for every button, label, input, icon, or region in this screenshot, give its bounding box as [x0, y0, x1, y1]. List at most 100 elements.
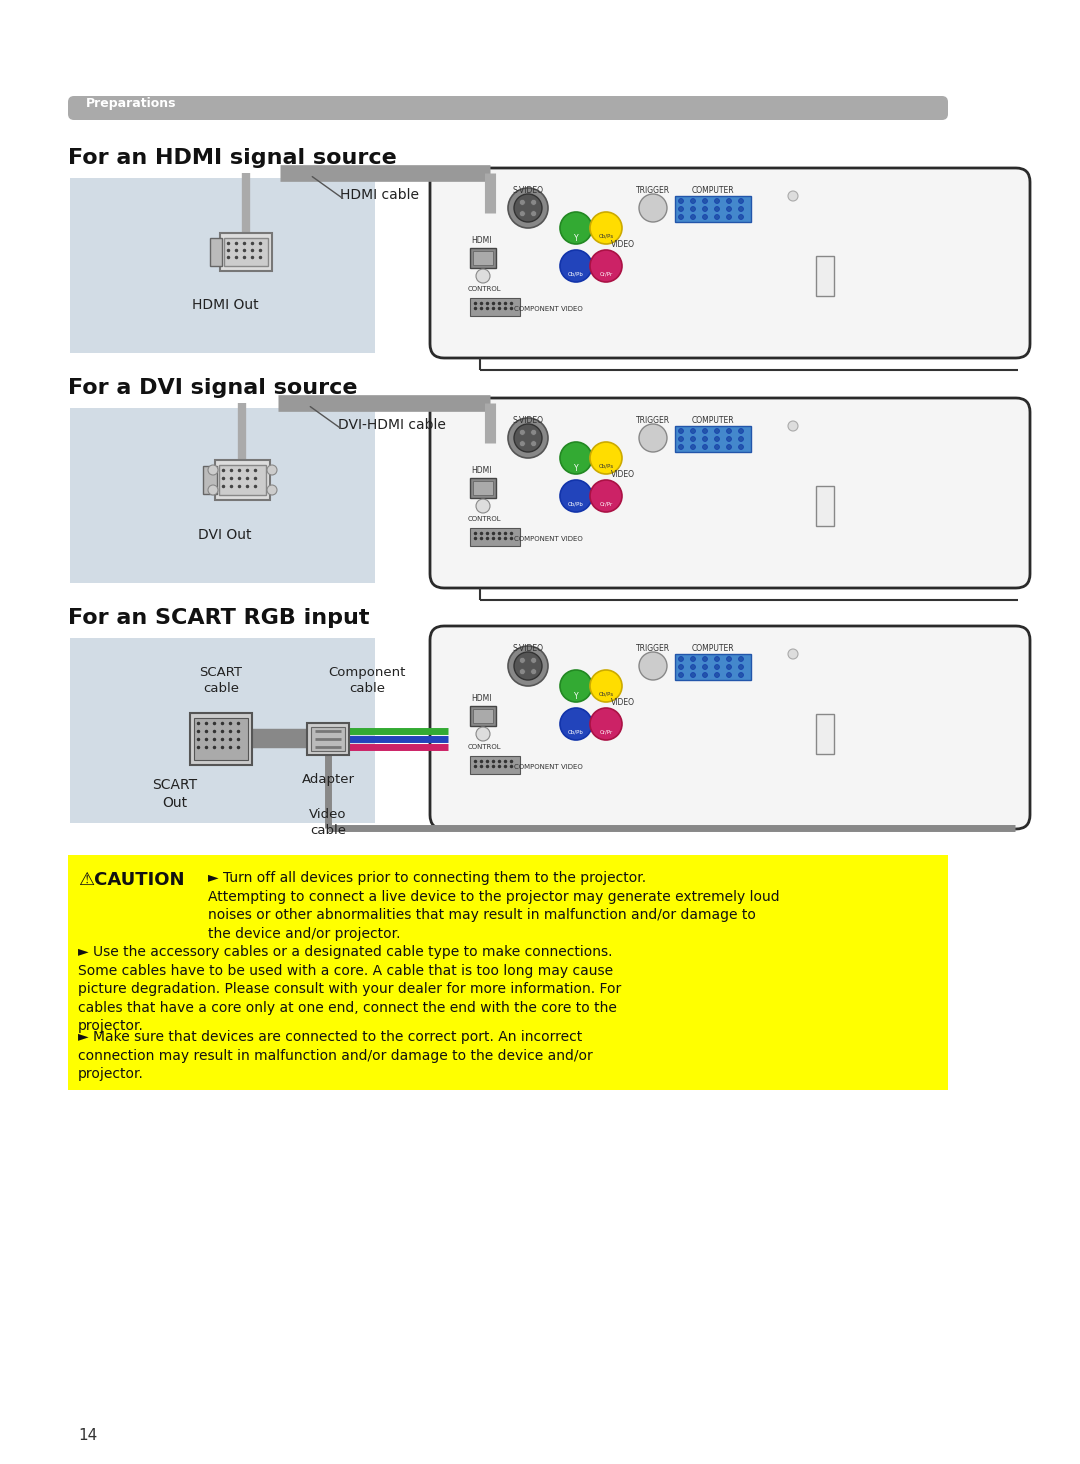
Circle shape — [678, 445, 684, 449]
Circle shape — [702, 215, 707, 220]
Text: VIDEO: VIDEO — [611, 698, 635, 707]
Text: ► Turn off all devices prior to connecting them to the projector.
Attempting to : ► Turn off all devices prior to connecti… — [208, 871, 780, 941]
Text: Cr/Pr: Cr/Pr — [599, 272, 612, 277]
Text: HDMI: HDMI — [472, 236, 492, 244]
Text: Cb/Ps: Cb/Ps — [598, 692, 613, 697]
Text: COMPUTER: COMPUTER — [691, 416, 734, 425]
Text: Video
cable: Video cable — [309, 808, 347, 837]
Circle shape — [519, 429, 525, 435]
Circle shape — [208, 485, 218, 495]
Bar — [675, 426, 751, 452]
Circle shape — [702, 665, 707, 669]
Text: COMPONENT VIDEO: COMPONENT VIDEO — [514, 536, 582, 542]
Bar — [215, 460, 270, 501]
Circle shape — [690, 199, 696, 203]
Circle shape — [788, 649, 798, 659]
Bar — [224, 239, 268, 266]
Circle shape — [739, 665, 743, 669]
Text: Adapter: Adapter — [301, 773, 354, 786]
Text: TRIGGER: TRIGGER — [636, 416, 670, 425]
Bar — [473, 482, 492, 495]
Bar — [203, 466, 217, 493]
Bar — [816, 714, 834, 754]
Text: Y: Y — [573, 464, 578, 473]
Circle shape — [590, 709, 622, 739]
Circle shape — [530, 669, 537, 675]
Text: ⚠CAUTION: ⚠CAUTION — [78, 871, 185, 889]
Circle shape — [519, 657, 525, 663]
Text: Cb/Ps: Cb/Ps — [598, 464, 613, 468]
Circle shape — [690, 656, 696, 662]
Circle shape — [715, 672, 719, 678]
Bar — [190, 713, 252, 766]
Circle shape — [690, 429, 696, 433]
Circle shape — [678, 672, 684, 678]
Text: ► Use the accessory cables or a designated cable type to make connections.
Some : ► Use the accessory cables or a designat… — [78, 944, 621, 1034]
Circle shape — [690, 206, 696, 211]
Circle shape — [727, 429, 731, 433]
Text: Cr/Pr: Cr/Pr — [599, 731, 612, 735]
Text: ► Make sure that devices are connected to the correct port. An incorrect
connect: ► Make sure that devices are connected t… — [78, 1031, 593, 1082]
Text: SCART
Out: SCART Out — [152, 777, 198, 811]
Circle shape — [727, 445, 731, 449]
Bar — [70, 638, 375, 823]
Circle shape — [788, 190, 798, 201]
Text: Cb/Pb: Cb/Pb — [568, 502, 584, 507]
Circle shape — [519, 199, 525, 205]
Circle shape — [561, 671, 592, 703]
Bar — [675, 654, 751, 679]
Circle shape — [267, 466, 276, 474]
Circle shape — [514, 425, 542, 452]
Bar — [194, 717, 248, 760]
Bar — [68, 855, 948, 1091]
Circle shape — [476, 728, 490, 741]
Circle shape — [727, 665, 731, 669]
Circle shape — [715, 665, 719, 669]
Circle shape — [702, 429, 707, 433]
Bar — [470, 706, 496, 726]
Text: HDMI: HDMI — [472, 694, 492, 703]
Text: S-VIDEO: S-VIDEO — [513, 644, 543, 653]
FancyBboxPatch shape — [430, 398, 1030, 589]
Text: HDMI cable: HDMI cable — [340, 187, 419, 202]
Text: Cb/Pb: Cb/Pb — [568, 272, 584, 277]
Bar — [70, 408, 375, 583]
Circle shape — [561, 250, 592, 283]
Text: For a DVI signal source: For a DVI signal source — [68, 378, 357, 398]
Text: COMPUTER: COMPUTER — [691, 186, 734, 195]
Text: COMPUTER: COMPUTER — [691, 644, 734, 653]
Circle shape — [678, 206, 684, 211]
Circle shape — [519, 669, 525, 675]
Text: CONTROL: CONTROL — [468, 515, 501, 523]
Circle shape — [739, 429, 743, 433]
Circle shape — [715, 656, 719, 662]
Bar — [219, 466, 266, 495]
Text: Preparations: Preparations — [86, 97, 176, 110]
Circle shape — [508, 419, 548, 458]
Circle shape — [702, 206, 707, 211]
Circle shape — [727, 206, 731, 211]
Circle shape — [639, 195, 667, 223]
Circle shape — [561, 480, 592, 512]
Circle shape — [678, 656, 684, 662]
Circle shape — [590, 212, 622, 244]
FancyBboxPatch shape — [430, 168, 1030, 359]
Circle shape — [788, 422, 798, 430]
Text: SCART
cable: SCART cable — [200, 666, 243, 695]
Circle shape — [702, 445, 707, 449]
Text: VIDEO: VIDEO — [611, 470, 635, 479]
Circle shape — [690, 215, 696, 220]
Text: For an SCART RGB input: For an SCART RGB input — [68, 608, 369, 628]
Circle shape — [715, 445, 719, 449]
Text: Y: Y — [573, 234, 578, 243]
Circle shape — [715, 206, 719, 211]
Circle shape — [561, 442, 592, 474]
Circle shape — [561, 212, 592, 244]
Bar — [470, 755, 519, 774]
Text: Cb/Pb: Cb/Pb — [568, 731, 584, 735]
Circle shape — [739, 656, 743, 662]
Bar — [473, 709, 492, 723]
Circle shape — [690, 672, 696, 678]
Circle shape — [476, 269, 490, 283]
Circle shape — [530, 657, 537, 663]
